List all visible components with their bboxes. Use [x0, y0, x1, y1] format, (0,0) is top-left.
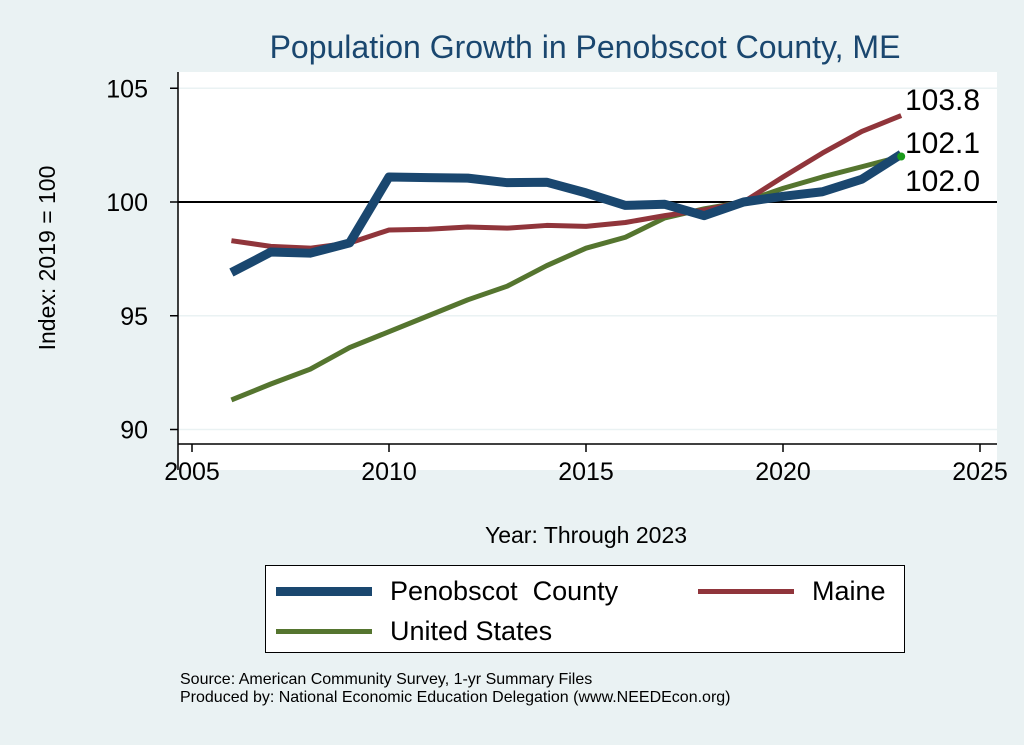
end-marker [897, 152, 906, 161]
legend-item-penobscot: Penobscot County [276, 576, 618, 607]
y-tick-label: 105 [106, 75, 148, 103]
x-tick-label: 2020 [755, 458, 811, 486]
x-tick-label: 2015 [558, 458, 614, 486]
series-line-penobscot-county [229, 150, 904, 277]
end-value-label: 103.8 [905, 84, 980, 117]
source-notes: Source: American Community Survey, 1-yr … [180, 671, 731, 707]
legend: Penobscot County Maine United States [265, 565, 905, 653]
y-axis-label: Index: 2019 = 100 [34, 166, 60, 351]
series-line-united-states [230, 154, 902, 403]
legend-item-united-states: United States [276, 616, 552, 647]
plot-area [178, 72, 997, 470]
legend-label: Penobscot County [390, 576, 619, 606]
end-value-label: 102.1 [905, 127, 980, 160]
legend-swatch [698, 589, 794, 594]
source-note: Source: American Community Survey, 1-yr … [180, 671, 593, 688]
x-tick-label: 2025 [952, 458, 1008, 486]
x-tick-label: 2010 [361, 458, 417, 486]
legend-swatch [276, 587, 372, 596]
producer-note: Produced by: National Economic Education… [180, 689, 731, 706]
chart-title: Population Growth in Penobscot County, M… [270, 29, 901, 65]
y-tick-label: 95 [120, 303, 148, 331]
y-tick-label: 100 [106, 189, 148, 217]
legend-label: Maine [812, 576, 886, 606]
legend-label: United States [390, 616, 553, 646]
end-value-label: 102.0 [905, 165, 980, 198]
y-tick-label: 90 [120, 417, 148, 445]
x-tick-label: 2005 [164, 458, 220, 486]
legend-item-maine: Maine [698, 576, 886, 607]
legend-swatch [276, 629, 372, 634]
x-axis-label: Year: Through 2023 [485, 522, 687, 548]
